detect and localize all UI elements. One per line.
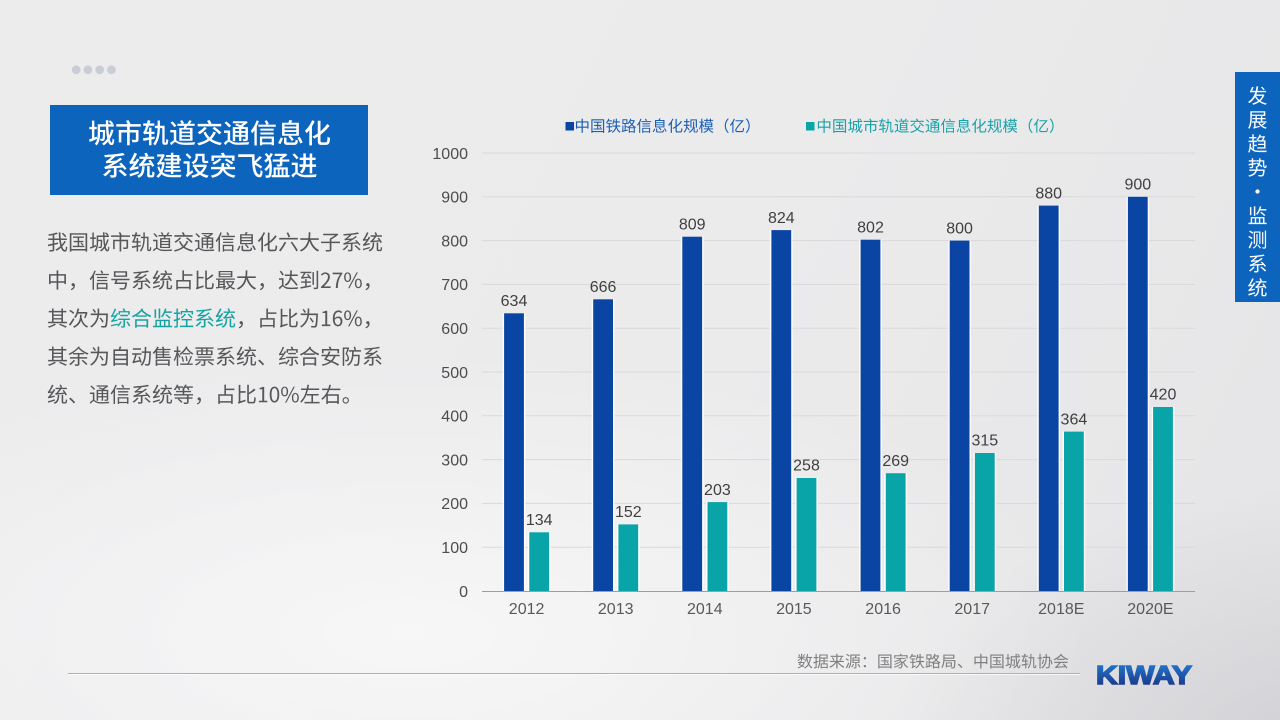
svg-text:300: 300 bbox=[441, 452, 468, 469]
svg-text:634: 634 bbox=[501, 293, 528, 310]
svg-text:2020E: 2020E bbox=[1127, 601, 1173, 618]
svg-text:315: 315 bbox=[971, 433, 998, 450]
svg-text:2018E: 2018E bbox=[1038, 601, 1084, 618]
svg-text:420: 420 bbox=[1150, 387, 1177, 404]
svg-text:500: 500 bbox=[441, 365, 468, 382]
svg-text:258: 258 bbox=[793, 458, 820, 475]
svg-text:152: 152 bbox=[615, 504, 642, 521]
svg-text:800: 800 bbox=[946, 220, 973, 237]
svg-text:666: 666 bbox=[590, 279, 617, 296]
svg-text:KIWAY: KIWAY bbox=[1096, 660, 1192, 690]
svg-text:400: 400 bbox=[441, 409, 468, 426]
svg-text:809: 809 bbox=[679, 216, 706, 233]
svg-text:800: 800 bbox=[441, 233, 468, 250]
svg-text:880: 880 bbox=[1035, 185, 1062, 202]
svg-text:134: 134 bbox=[526, 512, 553, 529]
svg-text:2013: 2013 bbox=[598, 601, 634, 618]
svg-text:364: 364 bbox=[1061, 411, 1088, 428]
svg-text:900: 900 bbox=[441, 190, 468, 207]
svg-text:2016: 2016 bbox=[865, 601, 901, 618]
svg-text:200: 200 bbox=[441, 496, 468, 513]
svg-text:2015: 2015 bbox=[776, 601, 812, 618]
svg-text:269: 269 bbox=[882, 453, 909, 470]
svg-text:600: 600 bbox=[441, 321, 468, 338]
svg-text:203: 203 bbox=[704, 482, 731, 499]
svg-text:700: 700 bbox=[441, 277, 468, 294]
svg-text:824: 824 bbox=[768, 210, 795, 227]
svg-text:802: 802 bbox=[857, 219, 884, 236]
svg-text:900: 900 bbox=[1124, 177, 1151, 194]
svg-text:2017: 2017 bbox=[954, 601, 990, 618]
svg-text:100: 100 bbox=[441, 540, 468, 557]
svg-text:2012: 2012 bbox=[509, 601, 545, 618]
svg-text:0: 0 bbox=[459, 584, 468, 601]
svg-text:2014: 2014 bbox=[687, 601, 723, 618]
svg-text:1000: 1000 bbox=[432, 146, 468, 163]
